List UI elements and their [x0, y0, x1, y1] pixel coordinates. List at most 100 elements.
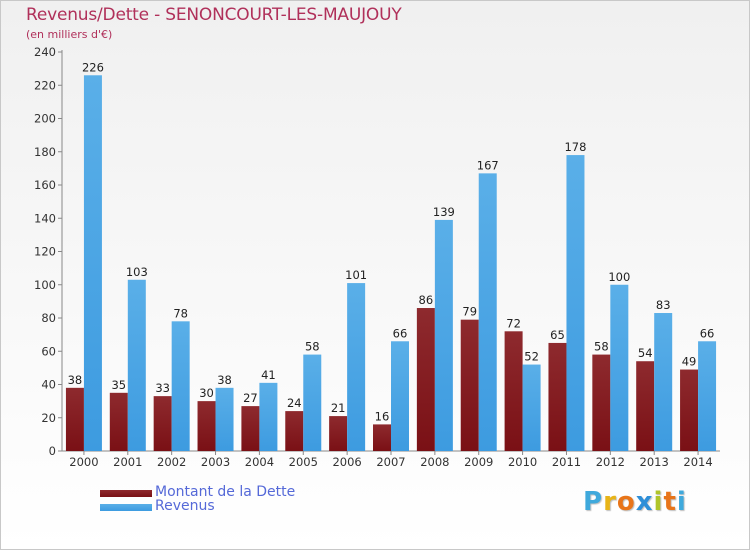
data-label: 65 — [550, 328, 565, 342]
x-tick-label: 2004 — [245, 455, 274, 469]
logo-letter: i — [676, 487, 687, 517]
x-tick-label: 2013 — [640, 455, 669, 469]
bar-revenus — [259, 382, 278, 451]
data-label: 72 — [506, 316, 521, 330]
chart-subtitle: (en milliers d'€) — [26, 28, 113, 41]
bar-dette — [197, 401, 216, 451]
bar-revenus — [434, 219, 453, 451]
bar-revenus — [654, 313, 673, 451]
logo-letter: r — [603, 487, 617, 517]
y-tick-label: 40 — [41, 378, 56, 392]
data-label: 38 — [217, 373, 232, 387]
bar-dette — [548, 342, 567, 451]
data-label: 100 — [608, 270, 630, 284]
x-tick-label: 2000 — [69, 455, 98, 469]
bar-dette — [153, 396, 172, 451]
y-tick-label: 140 — [34, 211, 56, 225]
bar-revenus — [347, 283, 366, 451]
logo-letter: P — [583, 487, 604, 517]
data-label: 226 — [82, 60, 104, 74]
x-tick-label: 2014 — [683, 455, 712, 469]
data-label: 103 — [126, 265, 148, 279]
y-tick-label: 80 — [41, 311, 56, 325]
bar-revenus — [171, 321, 190, 451]
logo-letter: o — [616, 487, 636, 517]
x-tick-label: 2008 — [420, 455, 449, 469]
y-tick-label: 0 — [49, 444, 56, 458]
data-label: 30 — [199, 386, 214, 400]
y-tick-label: 160 — [34, 178, 56, 192]
bar-revenus — [522, 364, 541, 451]
y-tick-label: 240 — [34, 45, 56, 59]
x-tick-label: 2009 — [464, 455, 493, 469]
data-label: 41 — [261, 368, 276, 382]
x-tick-label: 2002 — [157, 455, 186, 469]
x-tick-label: 2006 — [332, 455, 361, 469]
x-tick-label: 2010 — [508, 455, 537, 469]
bar-dette — [65, 387, 84, 451]
data-label: 66 — [393, 326, 408, 340]
axes: 0 20 40 60 80 100 120 140 160 180 200 220 240 2000 200… — [34, 45, 720, 469]
bar-revenus — [610, 284, 629, 451]
y-tick-label: 20 — [41, 411, 56, 425]
data-label: 178 — [564, 140, 586, 154]
x-tick-label: 2003 — [201, 455, 230, 469]
legend-label-dette: Montant de la Dette — [155, 484, 296, 500]
bar-revenus — [215, 387, 234, 451]
data-label: 167 — [477, 158, 499, 172]
bar-dette — [329, 416, 348, 451]
y-tick-label: 120 — [34, 245, 56, 259]
bar-revenus — [566, 155, 585, 451]
proxiti-logo: Proxiti — [583, 487, 687, 517]
legend-swatch-revenus — [100, 504, 152, 511]
data-label: 33 — [155, 381, 170, 395]
logo-letter: x — [635, 487, 654, 517]
x-tick-label: 2011 — [552, 455, 581, 469]
data-label: 54 — [638, 346, 653, 360]
logo-letter: i — [653, 487, 664, 517]
y-tick-label: 100 — [34, 278, 56, 292]
data-label: 27 — [243, 391, 258, 405]
data-label: 38 — [68, 373, 83, 387]
y-tick-label: 220 — [34, 78, 56, 92]
chart-title: Revenus/Dette - SENONCOURT-LES-MAUJOUY — [26, 5, 402, 25]
bar-dette — [460, 319, 479, 451]
data-label: 24 — [287, 396, 302, 410]
bar-dette — [680, 369, 699, 451]
bar-dette — [504, 331, 523, 451]
y-tick-label: 200 — [34, 112, 56, 126]
y-tick-label: 60 — [41, 344, 56, 358]
bar-dette — [285, 411, 304, 451]
bar-revenus — [478, 173, 497, 452]
bar-dette — [241, 406, 260, 451]
data-label: 58 — [305, 340, 320, 354]
data-label: 86 — [419, 293, 434, 307]
bar-dette — [416, 308, 435, 451]
data-label: 49 — [682, 355, 697, 369]
data-label: 16 — [375, 409, 390, 423]
bar-revenus — [127, 279, 146, 451]
data-label: 35 — [111, 378, 126, 392]
bar-dette — [109, 392, 128, 451]
x-tick-label: 2007 — [376, 455, 405, 469]
data-label: 58 — [594, 340, 609, 354]
data-label: 79 — [462, 305, 477, 319]
x-tick-label: 2001 — [113, 455, 142, 469]
bar-revenus — [83, 75, 102, 452]
bar-revenus — [303, 354, 322, 451]
legend-label-revenus: Revenus — [155, 498, 215, 514]
data-label: 78 — [173, 306, 188, 320]
data-label: 139 — [433, 205, 455, 219]
logo-letter: t — [663, 487, 677, 517]
bar-dette — [636, 361, 655, 451]
x-tick-label: 2005 — [289, 455, 318, 469]
data-label: 52 — [524, 350, 539, 364]
data-label: 83 — [656, 298, 671, 312]
bar-dette — [373, 424, 391, 451]
data-labels: 3822635103337830382741245821101166686139… — [68, 60, 715, 423]
bars — [65, 75, 717, 452]
data-label: 66 — [700, 326, 715, 340]
y-tick-label: 180 — [34, 145, 56, 159]
bar-revenus — [391, 341, 409, 451]
